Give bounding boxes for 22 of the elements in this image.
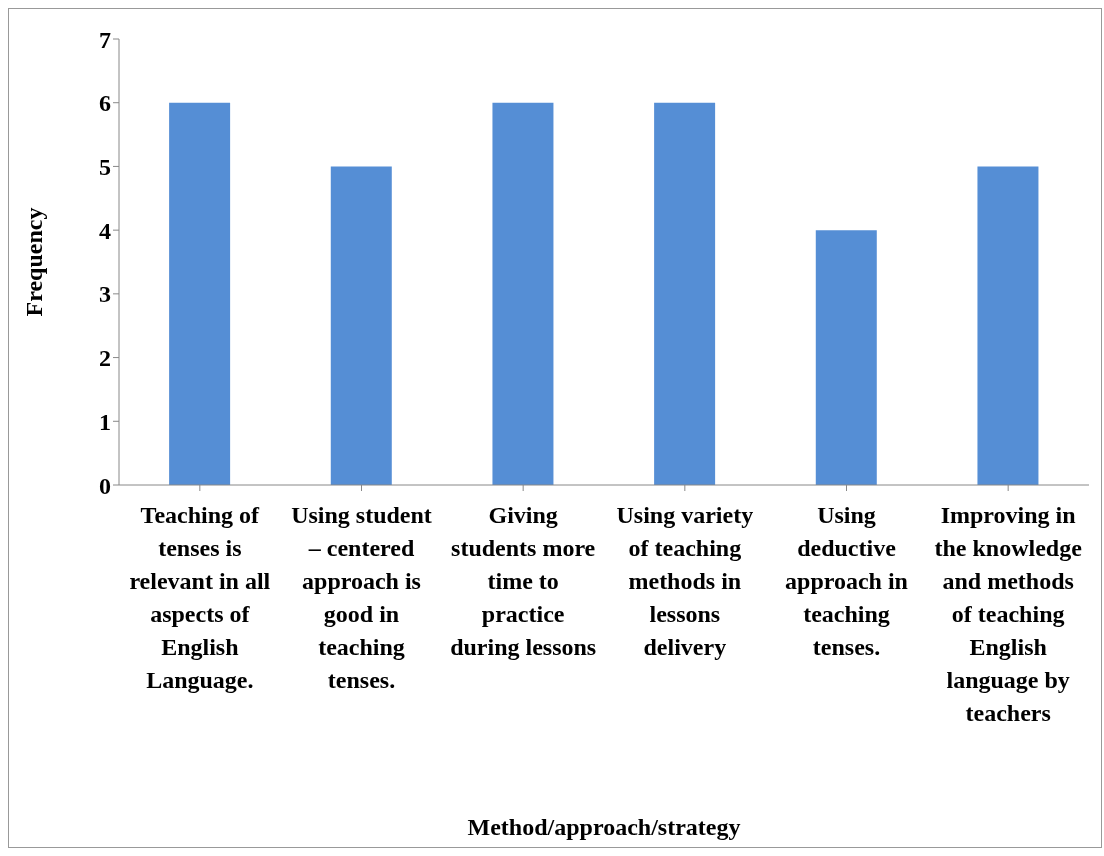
y-tick-label: 5	[99, 153, 111, 180]
x-tick-label: Using deductive approach in teaching tenses.	[785, 501, 908, 661]
bar	[977, 166, 1039, 485]
bar	[492, 102, 554, 485]
bar	[169, 102, 231, 485]
x-tick-label: Teaching of tenses is relevant in all aspects of English Language.	[129, 501, 271, 694]
x-tick-label: Improving in the knowledge and methods of teaching English language by teachers	[934, 501, 1083, 727]
y-tick-label: 0	[99, 472, 111, 499]
y-tick-label: 6	[99, 90, 111, 117]
y-tick-label: 7	[99, 26, 111, 53]
y-tick-label: 1	[99, 408, 111, 435]
bar	[330, 166, 392, 485]
y-tick-label: 3	[99, 281, 111, 308]
x-tick-label: Giving students more time to practice during lessons	[450, 501, 597, 661]
x-tick-label: Using variety of teaching methods in lessons delivery	[616, 501, 754, 661]
y-axis-title: Frequency	[20, 207, 47, 317]
bar	[654, 102, 716, 485]
x-axis-title: Method/approach/strategy	[467, 814, 741, 840]
bar	[815, 230, 877, 485]
y-tick-label: 2	[99, 345, 111, 372]
x-tick-label: Using student – centered approach is good in teaching tenses.	[291, 501, 432, 694]
y-tick-label: 4	[99, 217, 111, 244]
